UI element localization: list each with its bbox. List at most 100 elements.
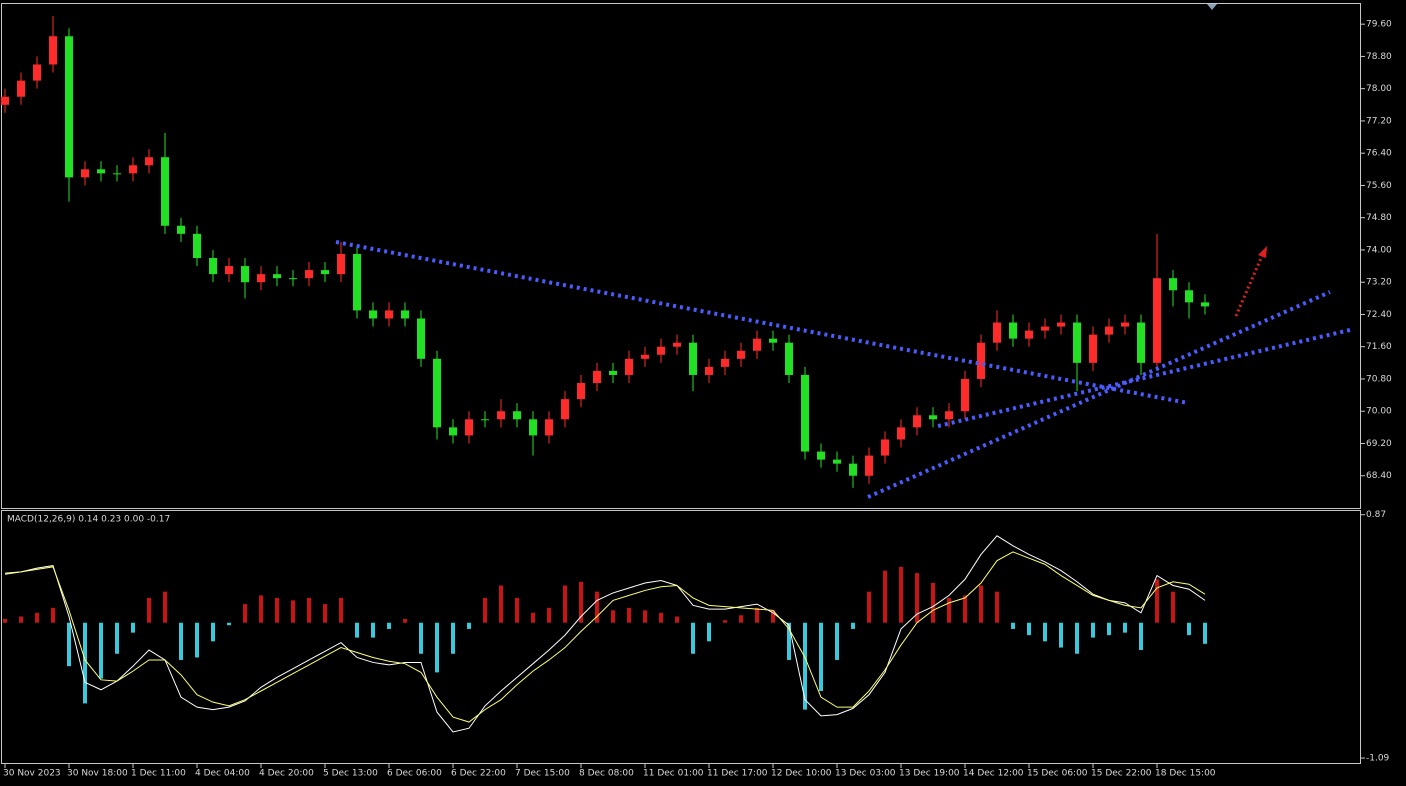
x-tick-label: 30 Nov 18:00 [67,769,128,779]
macd-panel-frame [1,510,1361,764]
macd-line [4,535,1206,733]
candle-body [1073,322,1081,363]
histogram-bar [659,612,663,623]
x-tick-label: 13 Dec 19:00 [899,769,960,779]
x-tick-label: 6 Dec 06:00 [387,769,442,779]
candle-body [161,157,169,226]
candle-body [81,169,89,178]
x-tick-label: 30 Nov 2023 [3,769,61,779]
y-tick-label: 70.80 [1366,374,1392,384]
histogram-bar [1107,622,1111,636]
histogram-bar [211,622,215,642]
arrow-head [1258,246,1267,258]
histogram-bar [595,591,599,623]
histogram-bar [147,597,151,623]
histogram-bar [451,622,455,654]
histogram-bar [739,615,743,623]
histogram-bar [371,622,375,638]
histogram-bar [275,597,279,623]
candle-body [369,310,377,319]
candle-body [913,415,921,428]
candle-body [1185,290,1193,303]
candle-body [289,278,297,280]
histogram-bar [131,622,135,633]
y-tick-label: 74.80 [1366,213,1392,223]
candle-body [609,370,617,375]
histogram-bar [931,583,935,623]
histogram-bar [1155,579,1159,623]
y-tick-label: 75.60 [1366,181,1392,191]
support-trendline [937,328,1351,428]
candle-body [209,258,217,275]
candle-body [641,354,649,359]
candle-body [721,358,729,367]
histogram-bar [643,610,647,623]
histogram-bar [947,597,951,623]
candle-body [1121,322,1129,327]
histogram-bar [691,622,695,654]
shift-marker [1207,4,1217,10]
candle-body [433,358,441,428]
candle-body [961,378,969,412]
candle-body [545,419,553,436]
histogram-bar [259,595,263,623]
candle-body [1153,278,1161,363]
signal-line [4,551,1206,723]
x-tick-label: 13 Dec 03:00 [835,769,896,779]
histogram-bar [435,622,439,673]
histogram-bar [1171,591,1175,623]
histogram-bar [627,607,631,623]
candle-body [1089,334,1097,363]
histogram-bar [419,622,423,654]
candle-body [737,350,745,359]
histogram-bar [899,566,903,623]
y-tick-label: 78.80 [1366,52,1392,62]
y-tick-label: 79.60 [1366,20,1392,30]
candle-body [257,274,265,283]
histogram-bar [787,622,791,660]
candle-body [689,342,697,375]
histogram-bar [19,616,23,623]
price-panel-frame [1,3,1361,509]
candle-body [465,419,473,436]
histogram-bar [995,591,999,623]
candle-body [849,463,857,476]
candle-body [65,36,73,178]
x-tick-label: 5 Dec 13:00 [323,769,378,779]
candle-body [705,366,713,375]
histogram-bar [1059,622,1063,648]
x-tick-label: 12 Dec 10:00 [771,769,832,779]
histogram-bar [547,607,551,623]
histogram-bar [1011,622,1015,629]
x-tick-label: 8 Dec 08:00 [579,769,634,779]
candle-body [801,374,809,452]
histogram-bar [979,585,983,623]
candle-body [305,270,313,279]
histogram-bar [323,604,327,623]
candle-body [113,173,121,175]
histogram-bar [675,616,679,623]
candle-body [241,266,249,283]
histogram-bar [35,612,39,623]
resistance-trendline [335,240,1189,405]
histogram-bar [51,607,55,623]
candle-body [929,415,937,420]
x-tick-label: 15 Dec 06:00 [1027,769,1088,779]
histogram-bar [1203,622,1207,644]
y-tick-label: 71.60 [1366,342,1392,352]
histogram-bar [707,622,711,642]
histogram-bar [3,619,7,623]
histogram-bar [291,600,295,623]
candle-body [273,274,281,279]
marks: 79.60 78.80 78.00 77.20 76.40 75.60 74.80 74.00… [1,16,1392,779]
histogram-bar [1139,622,1143,651]
x-tick-label: 4 Dec 04:00 [195,769,250,779]
histogram-bar [515,597,519,623]
histogram-bar [307,597,311,623]
histogram-bar [611,610,615,623]
y-tick-label: 72.40 [1366,310,1392,320]
candle-body [1009,322,1017,339]
histogram-bar [499,585,503,623]
y-tick-label: -1.09 [1366,754,1390,764]
